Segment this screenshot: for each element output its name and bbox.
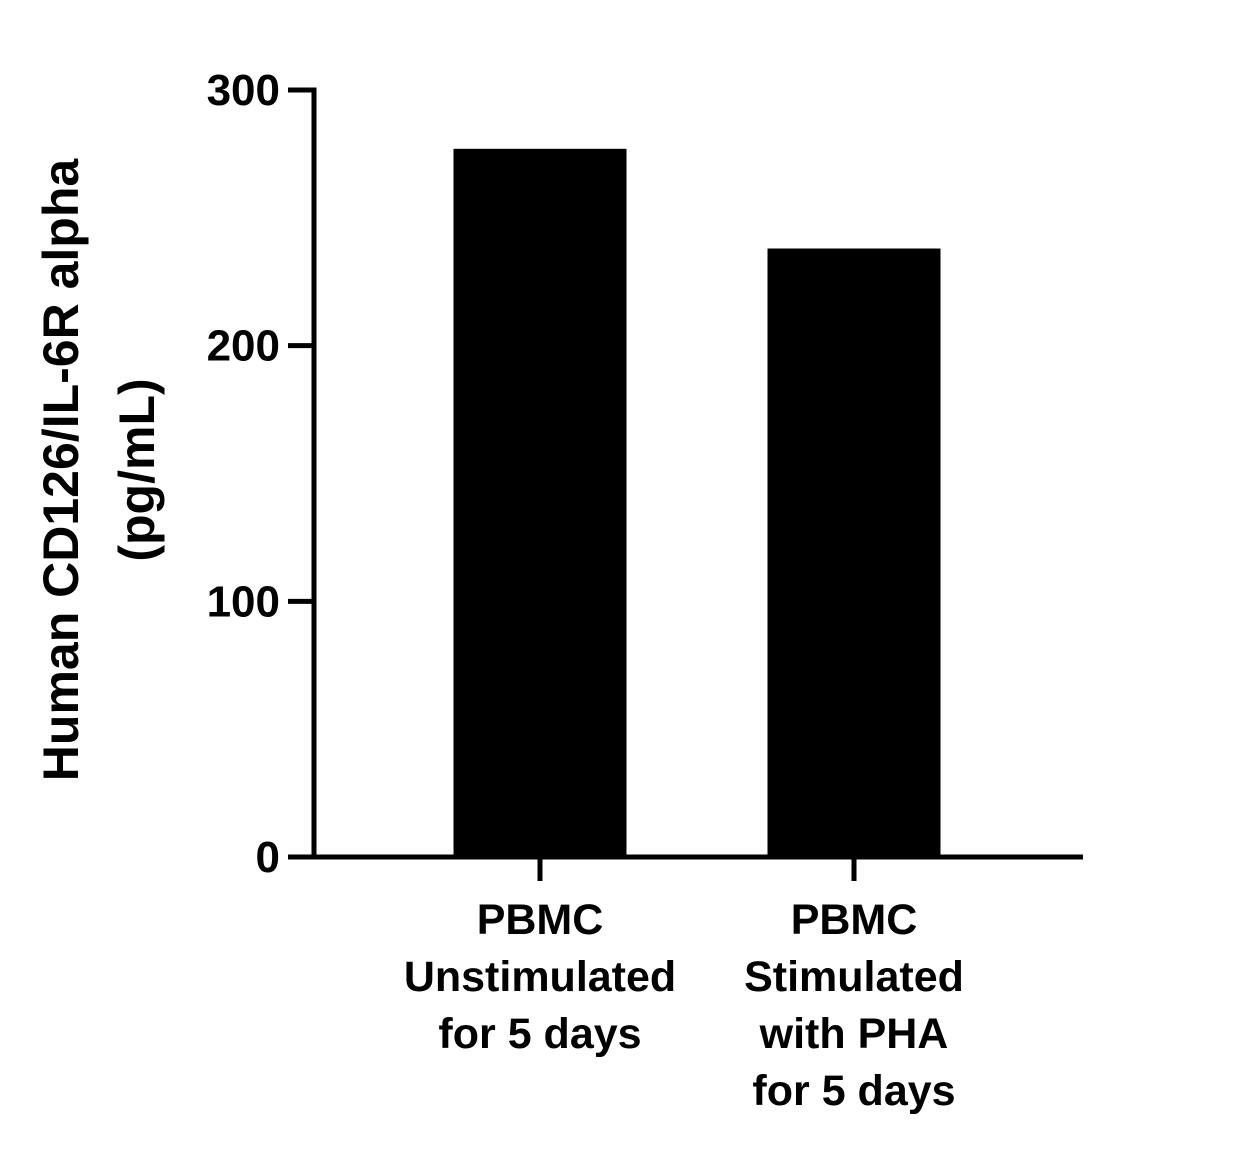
bars-layer	[453, 148, 941, 858]
x-tick-label-1: PBMC Unstimulated for 5 days	[404, 896, 676, 1058]
x-tick-label-2-line-4: for 5 days	[752, 1067, 955, 1115]
x-tick-label-2-line-3: with PHA	[759, 1010, 949, 1058]
y-axis-title: Human CD126/IL-6R alpha (pg/mL)	[33, 158, 165, 782]
y-tick-label-300: 300	[207, 66, 280, 115]
y-axis-title-line-1: Human CD126/IL-6R alpha	[33, 158, 89, 782]
x-tick-label-2-line-2: Stimulated	[744, 953, 964, 1001]
y-tick-label-0: 0	[256, 833, 280, 882]
y-tick-label-200: 200	[207, 322, 280, 371]
y-axis-title-line-2: (pg/mL)	[109, 378, 165, 561]
x-tick-label-2-line-1: PBMC	[791, 896, 918, 944]
y-tick-label-100: 100	[207, 577, 280, 626]
x-tick-label-1-line-3: for 5 days	[438, 1010, 641, 1058]
x-tick-label-1-line-1: PBMC	[477, 896, 604, 944]
bar-2	[767, 248, 941, 858]
x-tick-label-1-line-2: Unstimulated	[404, 953, 676, 1001]
bar-1	[453, 148, 627, 857]
x-tick-label-2: PBMC Stimulated with PHA for 5 days	[744, 896, 964, 1115]
